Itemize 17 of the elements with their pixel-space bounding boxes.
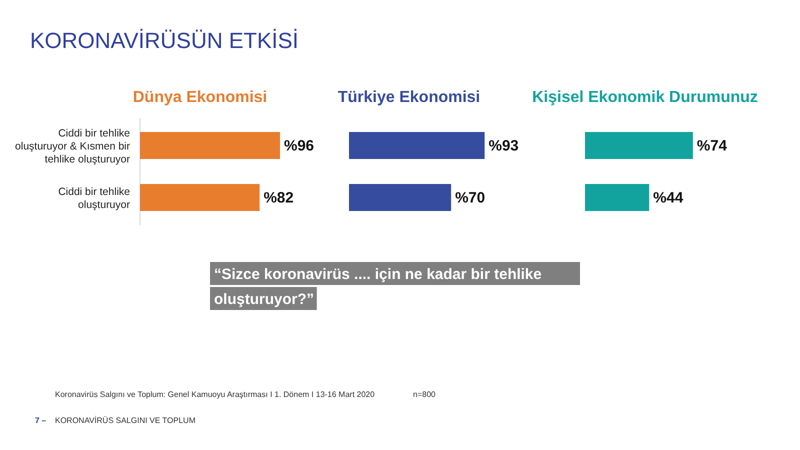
text: Koronavirüs Salgını ve Toplum: Genel Kamuoyu Araştırması I 1. Dönem I 13-16 Mart 2020: [55, 390, 376, 399]
data-label: %70: [455, 190, 486, 206]
chart-title: Dünya Ekonomisi: [132, 89, 268, 106]
y-tick-label: Ciddi bir tehlike oluşturuyor & Kısmen bir tehlike oluşturuyor: [15, 128, 130, 166]
y-tick-label: Ciddi bir tehlike oluşturuyor: [58, 186, 130, 211]
chart-title: Kişisel Ekonomik Durumunuz: [532, 89, 758, 106]
text: 7 –: [35, 416, 47, 425]
text: n=800: [413, 390, 436, 399]
chart-title: Türkiye Ekonomisi: [338, 89, 480, 106]
text: KORONAVİRÜSÜN ETKİSİ: [30, 28, 299, 53]
text: KORONAVİRÜS SALGINI VE TOPLUM: [55, 416, 196, 425]
data-label: %82: [264, 190, 294, 206]
data-label: %44: [653, 190, 684, 206]
data-label: %93: [488, 138, 519, 154]
data-label: %96: [284, 138, 314, 154]
text: “Sizce koronavirüs .... için ne kadar bir tehlike oluşturuyor?”: [214, 266, 542, 308]
data-label: %74: [696, 138, 728, 154]
